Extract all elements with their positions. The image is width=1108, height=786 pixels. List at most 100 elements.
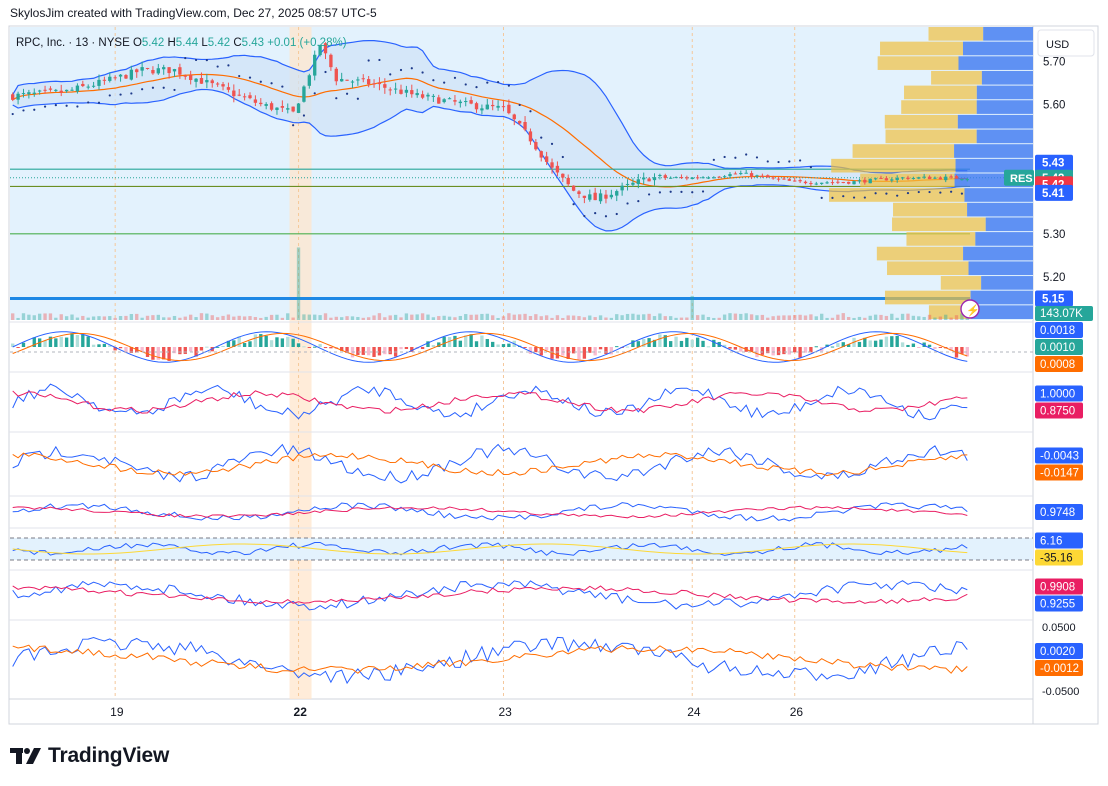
- candle: [674, 177, 678, 179]
- candle: [582, 195, 587, 198]
- candle: [863, 179, 867, 183]
- volume-bar: [809, 314, 813, 320]
- sar-dot: [184, 56, 187, 60]
- macd-histogram-bar: [248, 341, 252, 347]
- price-label: 5.43: [1042, 158, 1064, 170]
- macd-histogram-bar: [539, 347, 543, 356]
- candle: [286, 108, 290, 110]
- price-label: 5.41: [1042, 188, 1065, 200]
- volume-profile-row: [970, 290, 1033, 305]
- macd-histogram-bar: [404, 347, 409, 350]
- pane-value-label: 0.9908: [1040, 582, 1075, 594]
- sar-dot: [453, 76, 457, 79]
- macd-histogram-bar: [113, 347, 117, 351]
- candle: [884, 178, 889, 181]
- time-tick: 24: [687, 705, 701, 719]
- momentum-line-b: [12, 644, 968, 674]
- volume-bar: [48, 313, 53, 320]
- sar-dot: [54, 104, 57, 107]
- macd-histogram-bar: [464, 335, 468, 347]
- volume-bar: [658, 313, 662, 320]
- sar-dot: [356, 97, 359, 100]
- volume-bar: [210, 315, 214, 320]
- macd-histogram-bar: [798, 347, 802, 358]
- sar-dot: [680, 190, 683, 194]
- sar-dot: [130, 92, 133, 95]
- volume-bar: [296, 247, 301, 320]
- macd-histogram-bar: [663, 335, 667, 347]
- ratio-2-line-b: [12, 585, 968, 605]
- candle: [437, 97, 441, 104]
- sar-dot: [432, 79, 435, 82]
- volume-bar: [820, 313, 824, 320]
- sar-dot: [108, 94, 111, 97]
- volume-profile-row: [967, 202, 1033, 217]
- chart-attribution: SkylosJim created with TradingView.com, …: [10, 6, 377, 20]
- volume-bar: [728, 313, 732, 320]
- volume-bar: [501, 316, 506, 320]
- macd-histogram-bar: [11, 343, 15, 347]
- price-tick: 5.60: [1043, 100, 1065, 112]
- macd-histogram-bar: [399, 347, 403, 350]
- candle: [280, 106, 285, 108]
- volume-label: 143.07K: [1040, 308, 1083, 320]
- macd-histogram-bar: [809, 347, 813, 353]
- chart-frame: [8, 25, 1099, 725]
- macd-histogram-bar: [771, 347, 775, 356]
- macd-histogram-bar: [803, 347, 808, 353]
- macd-histogram-bar: [242, 343, 247, 347]
- macd-histogram-bar: [291, 338, 295, 347]
- pane-value-box: [1035, 356, 1083, 372]
- candle: [221, 84, 225, 87]
- macd-histogram-bar: [965, 347, 969, 357]
- volume-profile-row: [928, 27, 984, 41]
- tradingview-wordmark: TradingView: [48, 744, 170, 767]
- sar-dot: [65, 104, 68, 107]
- volume-bar: [334, 316, 338, 320]
- sar-dot: [550, 142, 554, 145]
- macd-histogram-bar: [782, 347, 786, 355]
- volume-bar: [965, 317, 969, 320]
- volume-bar: [156, 314, 160, 320]
- volume-bar: [81, 315, 85, 320]
- sar-dot: [421, 71, 424, 74]
- volume-bar: [825, 317, 829, 320]
- sar-dot: [22, 109, 25, 112]
- volume-profile-row: [981, 70, 1033, 85]
- bollinger-fill: [12, 40, 968, 231]
- candle: [550, 162, 554, 168]
- macd-histogram-bar: [555, 347, 560, 359]
- volume-bar: [59, 314, 63, 320]
- volume-bar: [189, 314, 193, 320]
- slope-line-a: [12, 443, 968, 484]
- price-chart[interactable]: RPC, Inc. · 13 · NYSE O5.42 H5.44 L5.42 …: [0, 0, 1108, 735]
- candle: [237, 94, 241, 96]
- macd-histogram-bar: [701, 340, 705, 347]
- res-tag: RES: [1010, 173, 1033, 185]
- volume-bar: [706, 316, 711, 320]
- macd-histogram-bar: [280, 338, 285, 347]
- volume-bar: [323, 313, 328, 320]
- volume-bar: [625, 313, 630, 320]
- pane-value-box: [1035, 339, 1083, 355]
- candle: [917, 177, 921, 179]
- candle: [588, 194, 592, 200]
- sar-dot: [11, 112, 14, 116]
- macd-histogram-bar: [253, 334, 258, 347]
- volume-bar: [286, 313, 290, 320]
- candle: [194, 78, 198, 82]
- ratio-2-line-a: [12, 580, 968, 611]
- candle: [868, 178, 872, 184]
- volume-bar: [447, 316, 452, 320]
- candle: [712, 177, 716, 179]
- sar-dot: [313, 92, 316, 95]
- volume-bar: [755, 315, 759, 320]
- volume-bar: [814, 316, 818, 320]
- candle: [798, 180, 802, 182]
- sar-dot: [486, 81, 489, 84]
- volume-profile-row: [876, 246, 964, 261]
- volume-bar: [674, 317, 678, 320]
- tradingview-logo-icon: [10, 744, 42, 768]
- sar-dot: [712, 158, 715, 161]
- tradingview-brand[interactable]: TradingView: [10, 742, 169, 770]
